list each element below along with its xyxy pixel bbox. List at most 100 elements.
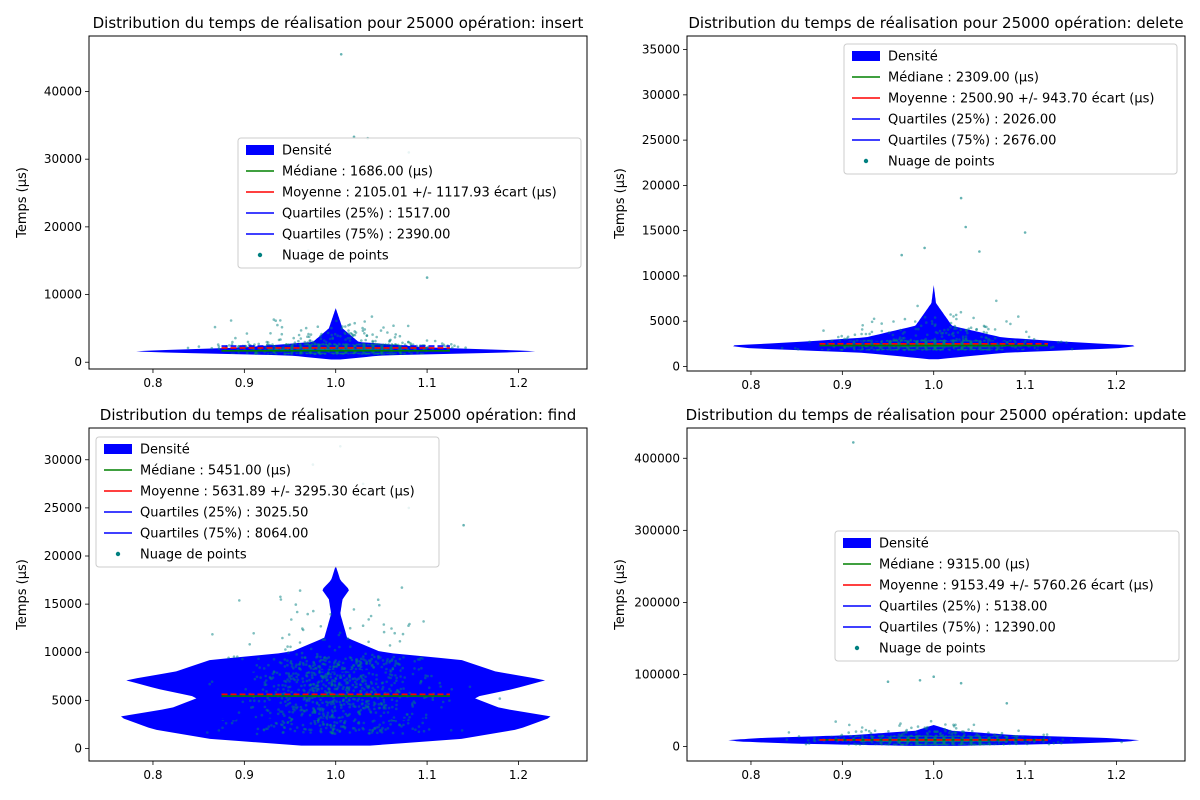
- data-point: [274, 690, 278, 694]
- data-point: [1070, 347, 1074, 351]
- data-point: [438, 681, 442, 685]
- data-point: [289, 727, 292, 731]
- data-point: [408, 691, 412, 695]
- data-point: [934, 323, 937, 326]
- data-point: [398, 663, 401, 666]
- data-point: [264, 727, 268, 731]
- data-point: [393, 681, 396, 685]
- data-point: [1057, 340, 1060, 344]
- data-point: [797, 735, 801, 738]
- y-tick-label: 300000: [634, 523, 680, 537]
- data-point: [371, 728, 374, 732]
- data-point: [887, 331, 891, 334]
- data-point: [327, 656, 331, 659]
- data-point: [329, 675, 333, 679]
- data-point: [299, 337, 303, 340]
- data-point: [319, 658, 323, 662]
- y-tick-label: 30000: [44, 453, 82, 467]
- data-point: [376, 731, 379, 735]
- data-point: [984, 336, 988, 339]
- data-point: [433, 339, 437, 343]
- data-point: [391, 667, 395, 671]
- legend-point-swatch: [257, 252, 263, 258]
- data-point: [362, 658, 365, 661]
- data-point: [915, 340, 918, 343]
- data-point: [281, 683, 284, 687]
- outlier-point: [852, 441, 855, 444]
- data-point: [256, 727, 260, 731]
- data-point: [417, 725, 421, 728]
- data-point: [369, 614, 373, 618]
- data-point: [333, 687, 337, 691]
- data-point: [351, 666, 354, 670]
- data-point: [322, 714, 326, 717]
- data-point: [456, 345, 460, 349]
- outlier-point: [1023, 231, 1027, 234]
- data-point: [1060, 340, 1063, 344]
- data-point: [301, 677, 304, 680]
- data-point: [343, 727, 347, 730]
- data-point: [393, 343, 397, 346]
- data-point: [391, 731, 395, 735]
- data-point: [345, 677, 349, 680]
- data-point: [328, 700, 332, 704]
- data-point: [394, 691, 398, 694]
- data-point: [422, 729, 426, 733]
- data-point: [403, 352, 407, 355]
- data-point: [334, 659, 338, 662]
- data-point: [357, 697, 361, 701]
- data-point: [398, 723, 401, 726]
- legend-entry: Quartiles (25%) : 3025.50: [140, 506, 308, 521]
- data-point: [302, 730, 305, 734]
- data-point: [403, 716, 406, 720]
- data-point: [339, 703, 343, 707]
- data-point: [252, 632, 255, 635]
- data-point: [370, 731, 374, 734]
- data-point: [963, 733, 966, 736]
- data-point: [390, 684, 393, 687]
- data-point: [267, 725, 271, 728]
- data-point: [250, 706, 253, 709]
- data-point: [498, 697, 502, 700]
- y-axis-label: Temps (µs): [15, 559, 30, 631]
- data-point: [944, 331, 948, 335]
- data-point: [289, 660, 293, 663]
- data-point: [309, 683, 313, 687]
- data-point: [367, 618, 371, 621]
- data-point: [265, 690, 268, 693]
- data-point: [353, 727, 356, 730]
- data-point: [310, 728, 313, 732]
- data-point: [257, 657, 260, 661]
- data-point: [280, 697, 284, 700]
- data-point: [328, 342, 331, 345]
- data-point: [348, 705, 352, 709]
- data-point: [949, 325, 952, 329]
- data-point: [281, 723, 284, 727]
- data-point: [292, 677, 295, 680]
- data-point: [970, 729, 974, 733]
- data-point: [245, 351, 249, 355]
- data-point: [961, 335, 965, 339]
- data-point: [903, 317, 907, 321]
- y-tick-label: 0: [74, 355, 82, 369]
- x-tick-label: 1.2: [509, 768, 528, 782]
- data-point: [961, 342, 964, 346]
- data-point: [425, 346, 429, 350]
- data-point: [272, 345, 276, 348]
- data-point: [367, 672, 371, 675]
- data-point: [340, 706, 343, 709]
- data-point: [864, 728, 868, 732]
- data-point: [307, 332, 310, 336]
- data-point: [361, 326, 364, 330]
- data-point: [378, 728, 382, 732]
- data-point: [317, 719, 320, 722]
- data-point: [853, 742, 856, 746]
- data-point: [796, 348, 800, 351]
- data-point: [364, 659, 367, 662]
- data-point: [336, 334, 340, 338]
- data-point: [330, 702, 333, 706]
- data-point: [954, 732, 957, 735]
- data-point: [967, 728, 970, 731]
- data-point: [302, 698, 306, 701]
- data-point: [965, 329, 968, 333]
